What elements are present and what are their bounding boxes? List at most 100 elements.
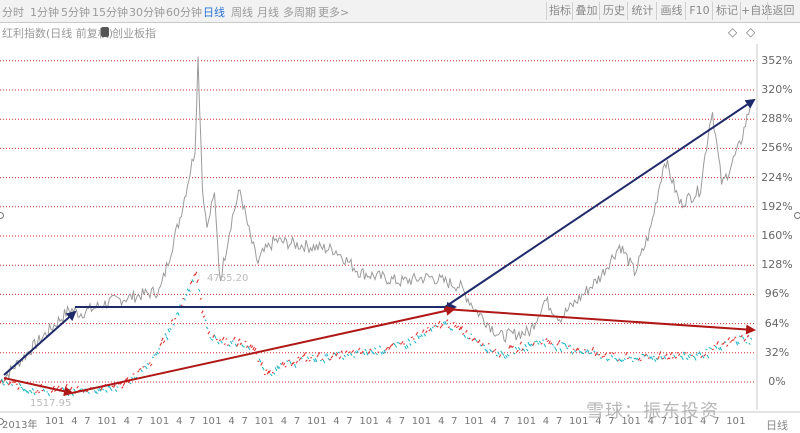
dividend-series-segment — [615, 358, 619, 362]
dividend-series-segment — [574, 350, 577, 353]
y-tick-label: 256% — [761, 141, 793, 155]
dividend-series-segment — [346, 353, 350, 357]
nav-next-icon[interactable]: ◇ — [746, 25, 756, 39]
y-tick-label: 160% — [761, 229, 793, 242]
x-tick-label: 1 — [372, 416, 379, 427]
dividend-series-segment — [374, 347, 377, 350]
dividend-series-segment — [255, 351, 259, 355]
dividend-series-segment — [274, 367, 278, 372]
dividend-series-segment — [239, 342, 243, 346]
dividend-series-segment — [247, 346, 251, 351]
period-tab-4[interactable]: 30分钟 — [129, 6, 165, 19]
dividend-series-segment — [724, 341, 727, 343]
dividend-series-segment — [655, 357, 659, 361]
dividend-series-segment — [197, 288, 201, 292]
dividend-series-segment — [620, 359, 623, 363]
dividend-series-segment — [39, 383, 43, 388]
dividend-series-segment — [741, 336, 745, 340]
x-tick-label: 7 — [136, 416, 144, 427]
x-tick-label: 4 — [333, 416, 340, 427]
period-tab-3[interactable]: 15分钟 — [92, 6, 128, 19]
dividend-series-segment — [681, 356, 684, 361]
x-tick-label: 4 — [595, 416, 602, 427]
period-tab-2[interactable]: 5分钟 — [61, 6, 90, 19]
x-tick-label: 7 — [241, 416, 248, 427]
dividend-series-segment — [474, 338, 478, 342]
dividend-series-segment — [362, 351, 366, 356]
resize-handle-right[interactable] — [794, 212, 800, 219]
dividend-series-segment — [194, 271, 198, 276]
dividend-series-segment — [706, 354, 710, 359]
period-tab-10[interactable]: 更多> — [318, 6, 350, 19]
toolbar-button-6[interactable]: 标记 — [712, 2, 741, 20]
dividend-series-segment — [530, 343, 534, 347]
dividend-series-segment — [562, 342, 566, 345]
nav-prev-icon[interactable]: ◇ — [728, 25, 738, 39]
dividend-series-segment — [93, 390, 97, 394]
resize-handle-bottom-left[interactable] — [0, 418, 4, 425]
dividend-series-segment — [279, 363, 282, 365]
dividend-series-segment — [370, 349, 374, 354]
dividend-series-segment — [281, 361, 284, 366]
dividend-series-segment — [465, 329, 468, 333]
dividend-series-segment — [86, 390, 89, 393]
dividend-series-segment — [677, 353, 681, 357]
dividend-series-segment — [89, 386, 92, 391]
toolbar-button-7[interactable]: +自选 — [740, 2, 772, 20]
period-tab-6[interactable]: 日线 — [203, 6, 225, 19]
dividend-series-segment — [132, 373, 135, 375]
period-tab-7[interactable]: 周线 — [231, 6, 253, 19]
overlay-index-label[interactable]: 创业板指 — [112, 27, 156, 40]
x-tick-label: 1 — [634, 416, 641, 427]
dividend-series-segment — [74, 390, 78, 394]
dividend-series-segment — [133, 376, 137, 380]
dividend-series-segment — [10, 383, 14, 387]
x-tick-label: 10 — [359, 416, 373, 427]
toolbar-button-8[interactable]: 返回 — [767, 2, 799, 20]
toolbar-button-1[interactable]: 叠加 — [572, 2, 600, 20]
dividend-series-segment — [665, 353, 668, 357]
dividend-series-segment — [185, 293, 188, 297]
watermark: 雪球：振东投资 — [586, 401, 719, 422]
dividend-series-segment — [738, 335, 742, 338]
dividend-series-segment — [455, 326, 458, 329]
period-tab-8[interactable]: 月线 — [257, 6, 279, 19]
dividend-series-segment — [361, 350, 364, 354]
dividend-series-segment — [700, 355, 703, 359]
dividend-series-segment — [743, 338, 747, 342]
period-tab-5[interactable]: 60分钟 — [166, 6, 202, 19]
period-tab-9[interactable]: 多周期 — [283, 6, 316, 19]
dividend-series-segment — [327, 357, 331, 361]
dividend-series-segment — [102, 388, 105, 391]
dividend-series-segment — [237, 338, 241, 342]
toolbar-button-0[interactable]: 指标 — [546, 2, 573, 20]
dividend-series-segment — [604, 352, 607, 356]
trend-arrow-red-1 — [3, 377, 74, 397]
period-tab-1[interactable]: 1分钟 — [30, 6, 59, 19]
x-tick-label: 10 — [569, 416, 582, 427]
dividend-series-segment — [639, 359, 642, 362]
toolbar-button-3[interactable]: 统计 — [627, 2, 657, 20]
toolbar-button-4[interactable]: 画线 — [656, 2, 686, 20]
dividend-series-segment — [605, 358, 609, 362]
dividend-series-segment — [236, 343, 239, 347]
x-tick-label: 4 — [647, 416, 654, 427]
dividend-series-segment — [268, 370, 271, 374]
x-tick-label: 1 — [162, 416, 170, 427]
dividend-series-segment — [746, 334, 750, 338]
dividend-series-segment — [590, 352, 593, 355]
resize-handle-left[interactable] — [0, 212, 4, 219]
dividend-series-segment — [317, 352, 321, 355]
dividend-series-segment — [282, 362, 286, 366]
period-tab-0[interactable]: 分时 — [2, 6, 24, 19]
dividend-series-segment — [473, 337, 476, 341]
dividend-series-segment — [695, 353, 699, 357]
dividend-series-segment — [140, 369, 143, 373]
dividend-series-segment — [276, 365, 279, 369]
dividend-series-segment — [159, 342, 163, 346]
toolbar-button-2[interactable]: 历史 — [599, 2, 628, 20]
chart-subtitle: 红利指数(日线 前复权) — [2, 27, 114, 40]
toolbar-button-5[interactable]: F10 — [685, 2, 713, 20]
x-tick-label: 4 — [280, 416, 288, 427]
